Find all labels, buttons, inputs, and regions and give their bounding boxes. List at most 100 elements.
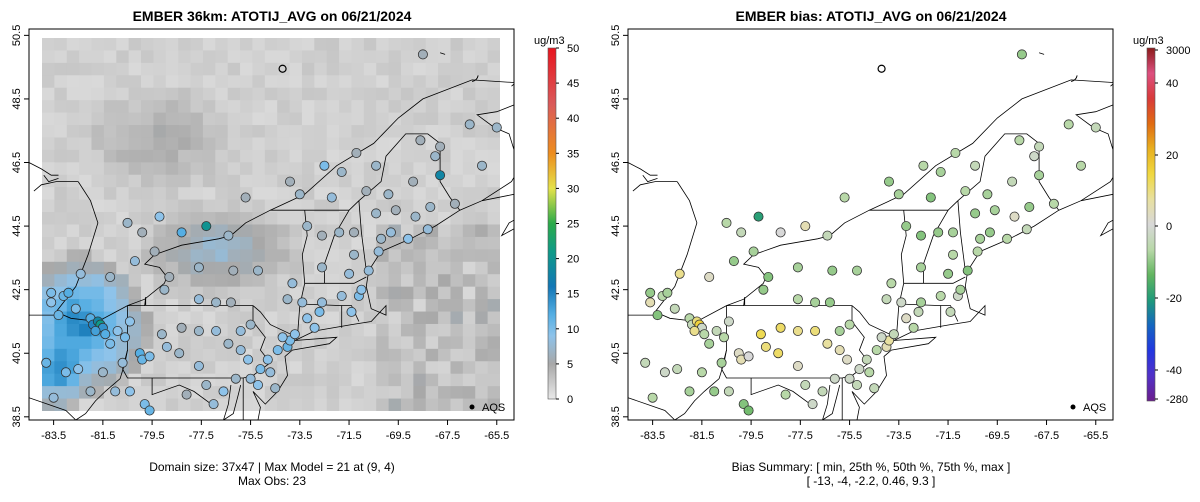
model-grid-cell (314, 174, 328, 188)
model-grid-cell (54, 100, 68, 114)
station-point (218, 386, 229, 397)
model-grid-cell (252, 112, 266, 126)
model-grid-cell (252, 224, 266, 238)
model-grid-cell (202, 174, 216, 188)
model-grid-cell (116, 187, 130, 201)
model-grid-cell (413, 75, 427, 89)
model-grid-cell (103, 125, 117, 139)
model-grid-cell (116, 125, 130, 139)
model-grid-cell (475, 299, 489, 313)
model-grid-cell (227, 50, 241, 64)
model-grid-cell (165, 174, 179, 188)
model-grid-cell (116, 286, 130, 300)
left-legend: AQS (469, 402, 505, 414)
model-grid-cell (339, 137, 353, 151)
model-grid-cell (351, 50, 365, 64)
model-grid-cell (264, 212, 278, 226)
model-grid-cell (165, 137, 179, 151)
model-grid-cell (116, 62, 130, 76)
model-grid-cell (141, 62, 155, 76)
model-grid-cell (240, 87, 254, 101)
model-grid-cell (289, 236, 303, 250)
model-grid-cell (215, 236, 229, 250)
boundary-line (903, 276, 966, 284)
model-grid-cell (301, 187, 315, 201)
model-grid-cell (227, 212, 241, 226)
model-grid-cell (116, 162, 130, 176)
station-point (225, 297, 236, 308)
station-point (193, 262, 204, 273)
model-grid-cell (79, 348, 93, 362)
boundary-line (439, 52, 446, 55)
model-grid-cell (264, 149, 278, 163)
model-grid-cell (103, 100, 117, 114)
model-grid-cell (165, 149, 179, 163)
model-grid-cell (450, 361, 464, 375)
model-grid-cell (314, 236, 328, 250)
y-tick-label: 50.5 (610, 25, 622, 46)
model-grid-cell (425, 50, 439, 64)
model-grid-cell (475, 373, 489, 387)
model-grid-cell (289, 100, 303, 114)
x-tick-label: -75.5 (837, 430, 862, 442)
model-grid-cell (487, 249, 500, 263)
model-grid-cell (487, 323, 500, 337)
model-grid-cell (54, 224, 68, 238)
model-grid-cell (66, 373, 80, 387)
model-grid-cell (54, 336, 68, 350)
model-grid-cell (314, 386, 328, 400)
model-grid-cell (376, 323, 390, 337)
model-grid-cell (227, 38, 241, 52)
model-grid-cell (215, 38, 229, 52)
model-grid-cell (91, 199, 105, 213)
model-grid-cell (91, 38, 105, 52)
model-grid-cell (301, 50, 315, 64)
model-grid-cell (462, 249, 476, 263)
model-grid-cell (91, 236, 105, 250)
station-point (696, 367, 707, 378)
station-point (943, 268, 954, 279)
model-grid-cell (363, 373, 377, 387)
model-grid-cell (264, 100, 278, 114)
model-grid-cell (363, 87, 377, 101)
model-grid-cell (103, 162, 117, 176)
model-grid-cell (252, 249, 266, 263)
model-grid-cell (438, 249, 452, 263)
model-grid-cell (487, 224, 500, 238)
model-grid-cell (400, 299, 414, 313)
station-point (817, 386, 828, 397)
model-grid-cell (326, 236, 340, 250)
model-grid-cell (215, 311, 229, 325)
station-point (792, 262, 803, 273)
model-grid-cell (339, 249, 353, 263)
station-point (704, 338, 715, 349)
model-grid-cell (240, 100, 254, 114)
model-grid-cell (79, 87, 93, 101)
model-grid-cell (339, 62, 353, 76)
colorbar-tick-label: 40 (567, 113, 579, 125)
model-grid-cell (227, 174, 241, 188)
model-grid-cell (450, 75, 464, 89)
model-grid-cell (103, 50, 117, 64)
model-grid-cell (339, 75, 353, 89)
model-grid-cell (264, 323, 278, 337)
station-point (975, 233, 986, 244)
model-grid-cell (240, 361, 254, 375)
station-point (753, 211, 764, 222)
model-grid-cell (363, 149, 377, 163)
model-grid-cell (277, 224, 291, 238)
station-point (763, 271, 774, 282)
model-grid-cell (425, 125, 439, 139)
model-grid-cell (153, 224, 167, 238)
model-grid-cell (178, 137, 192, 151)
model-grid-cell (202, 249, 216, 263)
model-grid-cell (54, 212, 68, 226)
model-grid-cell (66, 100, 80, 114)
model-grid-cell (202, 261, 216, 275)
left-plot-frame (28, 28, 515, 421)
model-grid-cell (103, 398, 117, 411)
model-grid-cell (339, 212, 353, 226)
model-grid-cell (339, 149, 353, 163)
model-grid-cell (202, 75, 216, 89)
